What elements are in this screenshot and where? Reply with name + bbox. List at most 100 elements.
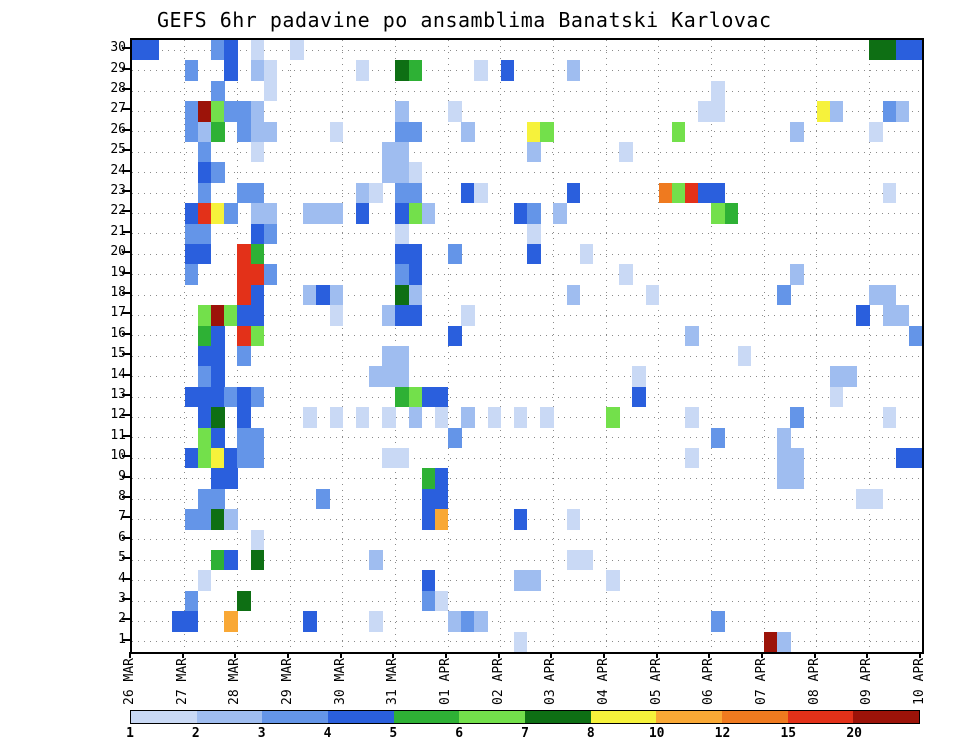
- grid-line-vertical: [342, 40, 344, 652]
- heatmap-cell: [421, 509, 436, 530]
- grid-line-vertical: [816, 40, 818, 652]
- heatmap-cell: [250, 244, 265, 265]
- heatmap-cell: [316, 488, 330, 510]
- heatmap-cell: [408, 386, 423, 408]
- heatmap-cell: [184, 121, 199, 142]
- heatmap-cell: [211, 203, 225, 224]
- grid-line-horizontal: [132, 355, 922, 357]
- heatmap-cell: [513, 570, 528, 591]
- grid-line-vertical: [605, 40, 607, 652]
- heatmap-cell: [434, 509, 449, 530]
- x-tick-mark: [339, 652, 342, 658]
- x-tick-label: 28 MAR: [227, 658, 243, 705]
- heatmap-cell: [250, 550, 265, 571]
- heatmap-cell: [237, 427, 251, 448]
- heatmap-cell: [211, 407, 225, 428]
- heatmap-cell: [513, 631, 528, 652]
- heatmap-cell: [197, 448, 212, 469]
- heatmap-cell: [211, 101, 225, 122]
- heatmap-cell: [448, 244, 462, 265]
- heatmap-cell: [224, 101, 238, 122]
- heatmap-cell: [540, 407, 554, 428]
- heatmap-cell: [632, 366, 646, 387]
- heatmap-cell: [250, 203, 265, 224]
- y-tick-mark: [122, 496, 130, 498]
- heatmap-cell: [355, 203, 370, 224]
- heatmap-cell: [369, 550, 383, 571]
- heatmap-cell: [369, 611, 383, 632]
- heatmap-cell: [421, 590, 436, 612]
- heatmap-cell: [606, 407, 620, 428]
- heatmap-cell: [421, 570, 436, 591]
- heatmap-cell: [421, 488, 436, 510]
- heatmap-cell: [250, 60, 265, 81]
- legend-color-segment: [656, 711, 723, 723]
- grid-line-horizontal: [132, 335, 922, 337]
- heatmap-cell: [421, 468, 436, 489]
- heatmap-cell: [856, 305, 870, 326]
- y-tick-label: 27: [110, 101, 126, 117]
- heatmap-cell: [197, 509, 212, 530]
- heatmap-cell: [711, 80, 725, 102]
- heatmap-cell: [184, 611, 199, 632]
- heatmap-cell: [685, 448, 699, 469]
- heatmap-cell: [408, 284, 423, 306]
- grid-line-horizontal: [132, 437, 922, 439]
- legend-level-label: 5: [389, 726, 398, 741]
- heatmap-cell: [184, 264, 199, 285]
- grid-line-horizontal: [132, 498, 922, 500]
- y-tick-mark: [122, 251, 130, 254]
- heatmap-cell: [237, 264, 251, 285]
- heatmap-cell: [395, 223, 409, 244]
- heatmap-cell: [197, 346, 212, 367]
- heatmap-cell: [513, 509, 528, 530]
- heatmap-cell: [224, 611, 238, 632]
- heatmap-cell: [395, 448, 409, 469]
- y-tick-mark: [122, 108, 130, 111]
- heatmap-cell: [237, 284, 251, 306]
- legend-level-label: 12: [714, 726, 731, 741]
- heatmap-cell: [184, 448, 199, 469]
- x-tick-label: 09 APR: [859, 658, 875, 705]
- grid-line-horizontal: [132, 376, 922, 378]
- y-tick-label: 23: [110, 183, 126, 198]
- heatmap-cell: [382, 305, 396, 326]
- y-tick-label: 30: [110, 40, 126, 56]
- heatmap-cell: [329, 284, 344, 306]
- heatmap-cell: [224, 203, 238, 224]
- heatmap-cell: [329, 407, 344, 428]
- legend-level-label: 15: [780, 726, 797, 741]
- heatmap-cell: [540, 121, 554, 142]
- grid-line-horizontal: [132, 49, 922, 51]
- heatmap-cell: [566, 509, 581, 530]
- heatmap-cell: [316, 203, 330, 224]
- heatmap-cell: [211, 346, 225, 367]
- x-tick-label: 03 APR: [543, 658, 559, 705]
- heatmap-cell: [395, 366, 409, 387]
- heatmap-cell: [237, 448, 251, 469]
- heatmap-cell: [698, 182, 712, 204]
- heatmap-cell: [434, 407, 449, 428]
- y-tick-label: 14: [110, 366, 126, 382]
- heatmap-cell: [303, 407, 317, 428]
- heatmap-cell: [250, 182, 265, 204]
- heatmap-cell: [197, 223, 212, 244]
- heatmap-cell: [421, 203, 436, 224]
- y-tick-mark: [122, 312, 130, 315]
- heatmap-cell: [395, 121, 409, 142]
- x-tick-label: 30 MAR: [332, 658, 348, 705]
- grid-line-vertical: [184, 40, 186, 652]
- heatmap-cell: [303, 284, 317, 306]
- heatmap-cell: [395, 142, 409, 163]
- heatmap-cell: [250, 121, 265, 142]
- y-tick-label: 15: [110, 346, 126, 362]
- grid-line-vertical: [289, 40, 291, 652]
- legend-level-label: 8: [586, 726, 595, 741]
- y-tick-label: 25: [110, 142, 126, 158]
- heatmap-cell: [513, 203, 528, 224]
- heatmap-cell: [527, 142, 541, 163]
- heatmap-cell: [408, 182, 423, 204]
- heatmap-cell: [527, 570, 541, 591]
- heatmap-cell: [237, 325, 251, 346]
- heatmap-cell: [474, 182, 488, 204]
